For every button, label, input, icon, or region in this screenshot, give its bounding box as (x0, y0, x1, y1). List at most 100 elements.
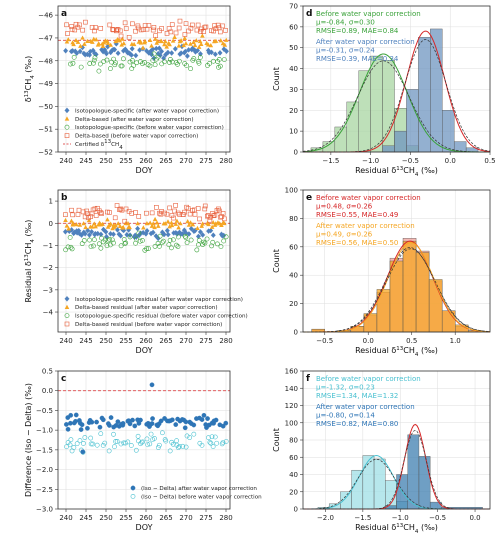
data-point (63, 212, 68, 217)
data-point (192, 42, 198, 48)
data-point (108, 42, 113, 47)
data-point (149, 223, 155, 228)
data-point (140, 439, 146, 445)
data-point (173, 60, 179, 66)
axes-frame (57, 370, 231, 510)
data-point (135, 433, 141, 439)
data-point (222, 220, 227, 226)
panel-label: a (61, 9, 67, 19)
data-point (167, 42, 172, 47)
data-point (195, 233, 201, 240)
data-point (112, 215, 118, 221)
data-point (64, 124, 70, 130)
data-point (117, 28, 123, 34)
data-point (159, 48, 165, 55)
histogram-bar (351, 469, 364, 510)
data-point (155, 50, 161, 57)
data-point (98, 231, 104, 238)
data-point (96, 68, 102, 74)
legend-label-part: 13 (104, 139, 111, 145)
x-tick-label: −2.0 (317, 514, 334, 522)
histogram-bar (442, 110, 455, 153)
data-point (212, 434, 218, 440)
data-point (164, 227, 170, 234)
data-point (79, 241, 85, 247)
y-tick-label: 40 (289, 272, 298, 280)
data-point (97, 424, 103, 430)
data-point (115, 419, 121, 425)
data-point (155, 445, 161, 450)
data-point (134, 236, 139, 242)
data-point (99, 235, 104, 241)
data-point (183, 21, 189, 26)
data-point (114, 203, 120, 208)
data-point (75, 39, 81, 44)
data-point (150, 58, 156, 63)
data-point (64, 304, 70, 309)
data-point (98, 245, 104, 251)
x-tick-label: 240 (59, 337, 72, 345)
data-point (222, 216, 227, 222)
data-point (93, 224, 98, 229)
data-point (64, 422, 69, 427)
y-tick-label: 20 (289, 488, 298, 496)
data-point (125, 220, 131, 226)
data-point (66, 226, 71, 231)
data-point (191, 39, 196, 45)
data-point (117, 38, 123, 43)
data-point (144, 246, 149, 252)
data-point (151, 51, 157, 57)
data-point (184, 433, 190, 439)
data-point (113, 223, 118, 228)
data-point (79, 422, 85, 428)
data-point (77, 222, 83, 227)
data-point (167, 237, 173, 243)
data-point (89, 228, 95, 235)
data-point (133, 210, 138, 215)
data-point (127, 224, 132, 230)
data-point (98, 431, 104, 437)
x-axis-label-part: (‰) (418, 346, 438, 355)
data-point (199, 223, 205, 228)
data-point (169, 417, 175, 423)
x-tick-label: 260 (139, 337, 152, 345)
data-point (123, 26, 129, 31)
y-axis-label: Difference (Iso − Delta) (‰) (24, 383, 33, 497)
histogram-bar (385, 480, 397, 510)
data-point (113, 439, 119, 444)
data-point (144, 221, 150, 226)
axes-frame (302, 370, 491, 510)
data-point (168, 245, 174, 251)
data-point (102, 237, 108, 243)
data-point (217, 29, 223, 35)
data-point (206, 435, 211, 441)
y-tick-label: −49 (38, 80, 53, 88)
data-point (148, 51, 154, 58)
data-point (111, 431, 116, 437)
data-point (201, 239, 207, 245)
data-point (147, 37, 153, 43)
data-point (211, 28, 216, 34)
x-tick-label: 270 (179, 337, 192, 345)
y-tick-label: −1 (43, 242, 53, 250)
data-point (107, 237, 113, 242)
y-tick-label: 60 (289, 243, 298, 251)
histogram-bar (418, 456, 431, 510)
data-point (210, 220, 216, 225)
data-point (105, 40, 111, 45)
data-point (123, 206, 129, 212)
data-point (89, 25, 95, 30)
annotation-errors: RMSE=0.56, MAE=0.50 (316, 239, 398, 247)
data-point (203, 24, 209, 30)
data-point (150, 27, 156, 33)
data-point (196, 237, 202, 243)
panel-c: 240 245 250 255 260 265 270 275 280 −3.0 −2.5 −2.0 −… (24, 368, 262, 533)
data-point (65, 37, 71, 42)
data-point (71, 41, 76, 47)
data-point (170, 38, 176, 43)
data-point (104, 57, 110, 63)
data-point (118, 232, 124, 239)
x-axis-label: Residual δ13CH4 (‰) (355, 523, 438, 535)
x-axis-label-part: CH (403, 166, 415, 175)
